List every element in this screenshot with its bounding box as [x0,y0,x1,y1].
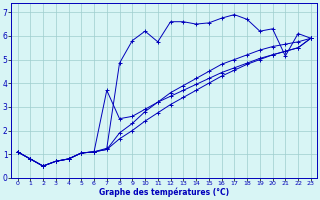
X-axis label: Graphe des températures (°C): Graphe des températures (°C) [99,188,229,197]
